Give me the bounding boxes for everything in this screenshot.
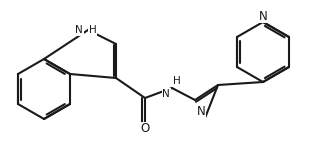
Text: O: O: [140, 123, 150, 135]
Text: N: N: [162, 89, 170, 99]
Text: N: N: [75, 25, 83, 35]
Text: H: H: [89, 25, 97, 35]
Text: N: N: [259, 9, 267, 22]
Text: N: N: [197, 105, 206, 118]
Text: H: H: [173, 76, 181, 86]
